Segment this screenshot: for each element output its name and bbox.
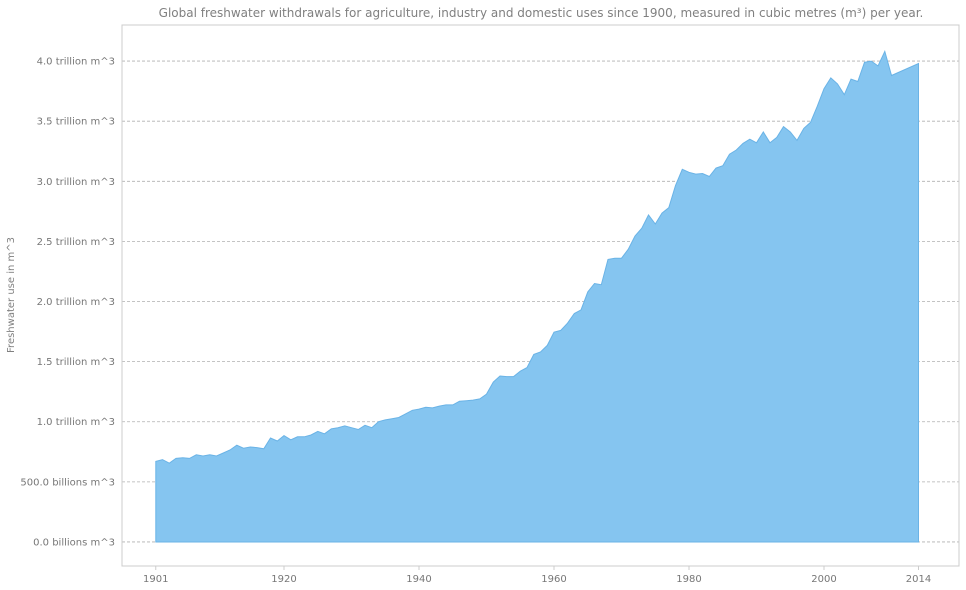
y-tick-label: 1.0 trillion m^3 [37, 417, 115, 428]
x-tick-label: 1960 [541, 574, 566, 585]
y-axis-title: Freshwater use in m^3 [6, 237, 17, 353]
y-axis-ticks: 0.0 billions m^3 500.0 billions m^3 1.0 tr… [20, 57, 115, 549]
y-tick-label: 500.0 billions m^3 [20, 477, 115, 488]
y-tick-label: 3.0 trillion m^3 [37, 177, 115, 188]
y-tick-label: 2.0 trillion m^3 [37, 297, 115, 308]
y-tick-label: 4.0 trillion m^3 [37, 57, 115, 68]
y-tick-label: 2.5 trillion m^3 [37, 237, 115, 248]
plot-frame [121, 24, 960, 567]
x-tick-label: 1980 [676, 574, 701, 585]
y-tick-label: 3.5 trillion m^3 [37, 117, 115, 128]
y-tick-label: 1.5 trillion m^3 [37, 357, 115, 368]
x-tick-label: 1901 [143, 574, 168, 585]
plot-area [155, 49, 919, 543]
chart-title: Global freshwater withdrawals for agricu… [159, 6, 924, 20]
x-tick-label: 2000 [811, 574, 836, 585]
x-tick-label: 1920 [271, 574, 296, 585]
freshwater-area-series [155, 49, 919, 543]
x-tick-label: 2014 [906, 574, 931, 585]
x-tick-label: 1940 [406, 574, 431, 585]
x-axis-ticks: 1901 1920 1940 1960 1980 2000 2014 [143, 566, 931, 585]
y-tick-label: 0.0 billions m^3 [33, 537, 115, 548]
